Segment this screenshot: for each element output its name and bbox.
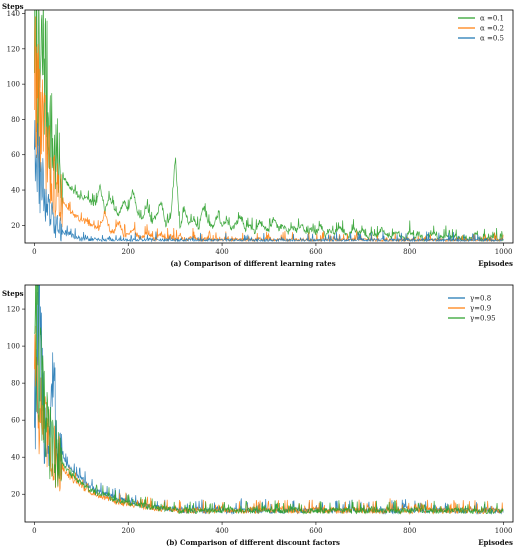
- legend-label: α =0.2: [480, 25, 504, 33]
- x-tick-label: 200: [122, 527, 135, 535]
- x-tick-label: 0: [32, 527, 36, 535]
- series-group: [34, 10, 504, 243]
- x-tick-label: 0: [32, 248, 36, 256]
- y-tick-label: 120: [7, 45, 20, 53]
- x-tick-label: 1000: [495, 527, 513, 535]
- x-axis-label: Episodes: [478, 259, 513, 268]
- legend-label: α =0.1: [480, 15, 504, 23]
- series-group: [34, 285, 504, 515]
- series-line-2: [34, 325, 504, 515]
- y-tick-label: 20: [11, 222, 20, 230]
- series-line-3: [34, 285, 504, 515]
- chart-caption: (b) Comparison of different discount fac…: [166, 538, 340, 547]
- y-tick-label: 120: [7, 306, 20, 314]
- legend-label: γ=0.95: [470, 315, 496, 323]
- legend-label: γ=0.8: [470, 295, 491, 303]
- plot-frame: [24, 9, 514, 244]
- y-tick-label: 140: [7, 10, 20, 18]
- x-tick-label: 200: [122, 248, 135, 256]
- x-tick-label: 800: [403, 248, 416, 256]
- y-tick-label: 100: [7, 343, 20, 351]
- series-line-3: [34, 120, 504, 243]
- legend-label: γ=0.9: [470, 305, 491, 313]
- y-tick-label: 60: [11, 151, 20, 159]
- y-axis-label: Steps: [2, 289, 24, 298]
- y-tick-label: 40: [11, 187, 20, 195]
- x-tick-label: 600: [309, 248, 322, 256]
- x-tick-label: 400: [215, 527, 228, 535]
- legend: γ=0.8 γ=0.9 γ=0.95: [448, 295, 496, 323]
- plot-frame: [24, 284, 514, 523]
- chart-panel-b: 0 200 400 600 800 1000 20 40 60 80 100 120 Steps Epis…: [2, 284, 514, 547]
- series-line-1: [34, 10, 504, 243]
- y-tick-label: 40: [11, 454, 20, 462]
- x-axis-label: Episodes: [478, 538, 513, 547]
- y-tick-label: 80: [11, 116, 20, 124]
- x-tick-label: 1000: [495, 248, 513, 256]
- y-tick-label: 80: [11, 380, 20, 388]
- legend: α =0.1 α =0.2 α =0.5: [458, 15, 504, 43]
- series-line-1: [34, 285, 504, 515]
- y-tick-label: 100: [7, 81, 20, 89]
- chart-caption: (a) Comparison of different learning rat…: [170, 259, 335, 268]
- series-line-2: [34, 16, 504, 243]
- x-tick-label: 400: [215, 248, 228, 256]
- y-tick-label: 20: [11, 491, 20, 499]
- x-tick-label: 800: [403, 527, 416, 535]
- x-tick-label: 600: [309, 527, 322, 535]
- y-tick-label: 60: [11, 417, 20, 425]
- y-axis-label: Steps: [2, 2, 24, 11]
- legend-label: α =0.5: [480, 35, 504, 43]
